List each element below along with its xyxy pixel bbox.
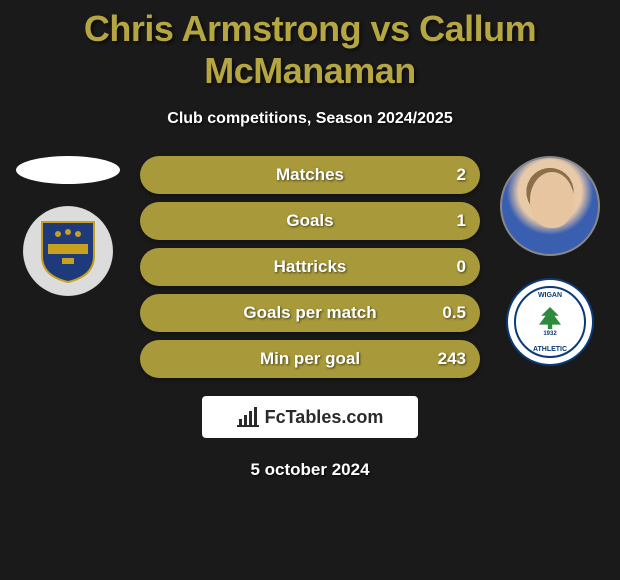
stat-row-goals: Goals 1 [140, 202, 480, 240]
player-left-column [8, 156, 128, 296]
stat-value-right: 1 [457, 211, 466, 231]
subtitle: Club competitions, Season 2024/2025 [0, 110, 620, 128]
badge-text-top: WIGAN [538, 292, 562, 299]
badge-year: 1932 [543, 331, 556, 337]
badge-text-bottom: ATHLETIC [533, 346, 567, 353]
stat-value-right: 2 [457, 165, 466, 185]
stat-row-goals-per-match: Goals per match 0.5 [140, 294, 480, 332]
player-left-avatar [16, 156, 120, 184]
player-right-avatar [500, 156, 600, 256]
stat-label: Min per goal [260, 349, 360, 369]
stat-row-hattricks: Hattricks 0 [140, 248, 480, 286]
player-right-column: WIGAN 1932 ATHLETIC [490, 156, 610, 366]
comparison-panel: WIGAN 1932 ATHLETIC Matches 2 Goals 1 Ha… [0, 156, 620, 480]
date-line: 5 october 2024 [0, 460, 620, 480]
stat-value-right: 243 [438, 349, 466, 369]
brand-badge[interactable]: FcTables.com [202, 396, 418, 438]
player-right-club-badge: WIGAN 1932 ATHLETIC [506, 278, 594, 366]
bar-chart-icon [237, 407, 259, 427]
player-left-club-badge [23, 206, 113, 296]
stats-list: Matches 2 Goals 1 Hattricks 0 Goals per … [140, 156, 480, 378]
page-title: Chris Armstrong vs Callum McManaman [0, 0, 620, 92]
stat-label: Goals per match [243, 303, 376, 323]
stat-label: Hattricks [274, 257, 347, 277]
tree-icon [539, 307, 561, 329]
shield-icon [40, 218, 96, 284]
stat-row-min-per-goal: Min per goal 243 [140, 340, 480, 378]
stat-value-right: 0.5 [442, 303, 466, 323]
stat-label: Matches [276, 165, 344, 185]
brand-text: FcTables.com [265, 407, 384, 428]
stat-label: Goals [286, 211, 333, 231]
stat-value-right: 0 [457, 257, 466, 277]
stat-row-matches: Matches 2 [140, 156, 480, 194]
